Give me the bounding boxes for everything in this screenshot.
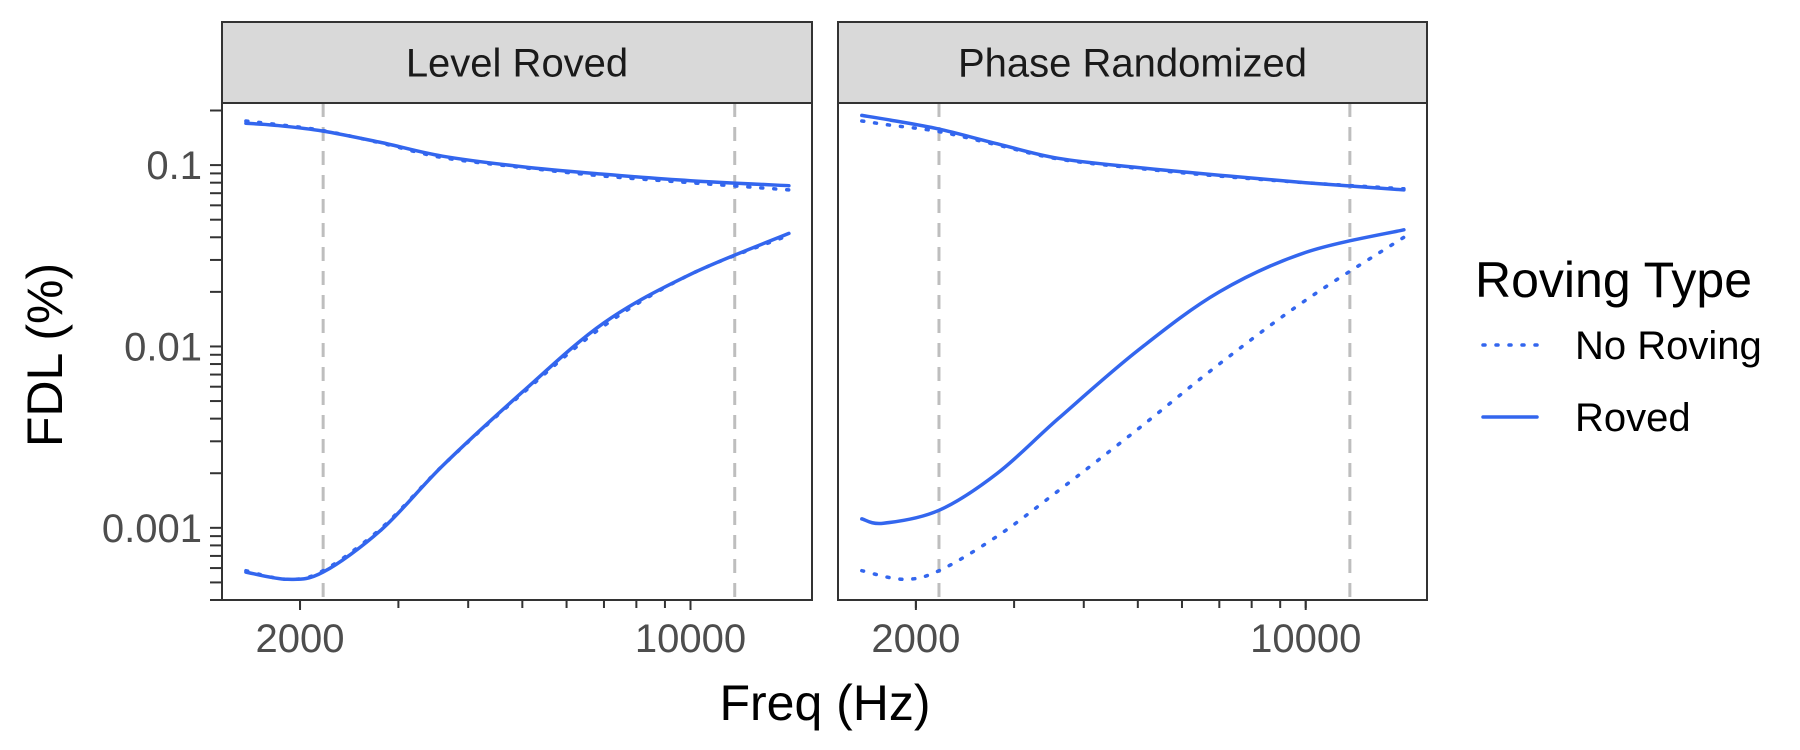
series-line-roved-upper (860, 113, 1406, 192)
panel-strip (837, 21, 1428, 104)
y-tick-label: 0.01 (124, 325, 202, 369)
series-line-roved-lower (860, 228, 1406, 526)
y-tick-label: 0.001 (102, 507, 202, 551)
panel-title: Phase Randomized (958, 42, 1307, 86)
panel-border (837, 102, 1428, 601)
legend-label: Roved (1575, 396, 1691, 440)
x-tick-label: 2000 (256, 617, 345, 661)
panel-1: Level Roved 2000 10000 (221, 21, 813, 661)
y-tick-label: 0.1 (146, 144, 202, 188)
legend-label: No Roving (1575, 324, 1762, 368)
panel-border (221, 102, 813, 601)
y-axis-title: FDL (%) (17, 263, 73, 447)
x-axis-title: Freq (Hz) (719, 675, 930, 731)
y-axis: 0.1 0.01 0.001 (102, 109, 222, 601)
series-line-roved-upper (244, 121, 791, 188)
series-line-roved-lower (244, 231, 791, 582)
panel-strip (221, 21, 813, 104)
x-tick-label: 10000 (635, 617, 746, 661)
panel-background (222, 103, 812, 600)
panels-group: Level Roved 2000 10000 Phase Randomized 2000… (221, 21, 1428, 661)
legend: Roving Type No Roving Roved (1475, 252, 1762, 440)
panel-background (838, 103, 1427, 600)
x-tick-label: 2000 (871, 617, 960, 661)
panel-2: Phase Randomized 2000 10000 (837, 21, 1428, 661)
legend-title: Roving Type (1475, 252, 1752, 308)
panel-title: Level Roved (406, 42, 628, 86)
series-line-no-roving-lower (860, 235, 1406, 582)
x-tick-label: 10000 (1250, 617, 1361, 661)
